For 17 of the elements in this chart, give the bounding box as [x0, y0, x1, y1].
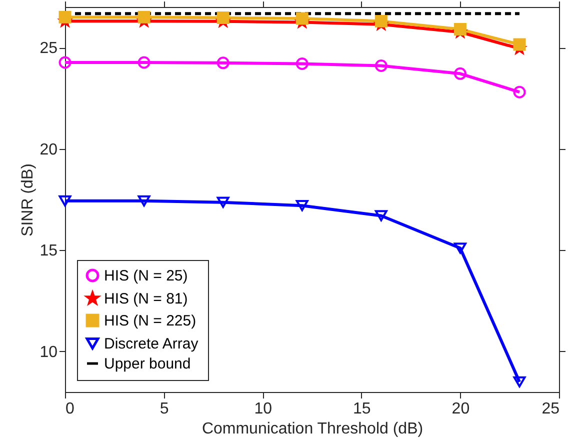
x-tick-label: 20	[452, 400, 470, 418]
x-tick-label: 15	[353, 400, 371, 418]
y-tick-label: 10	[40, 344, 58, 361]
legend-label: HIS (N = 81)	[104, 290, 188, 308]
legend-label: HIS (N = 25)	[104, 268, 188, 284]
x-tick-label: 10	[254, 400, 272, 418]
legend-label: Upper bound	[104, 356, 191, 372]
legend-label: Discrete Array	[104, 336, 199, 352]
legend-label: HIS (N = 225)	[104, 312, 196, 330]
x-tick-label: 0	[66, 400, 74, 418]
x-tick-label: 5	[160, 400, 169, 418]
y-tick-label: 15	[40, 242, 58, 260]
x-axis-title: Communication Threshold (dB)	[202, 420, 424, 438]
x-tick-label: 25	[542, 400, 560, 418]
y-axis-title: SINR (dB)	[20, 164, 37, 236]
y-tick-label: 20	[40, 141, 58, 158]
y-tick-label: 25	[40, 40, 58, 58]
